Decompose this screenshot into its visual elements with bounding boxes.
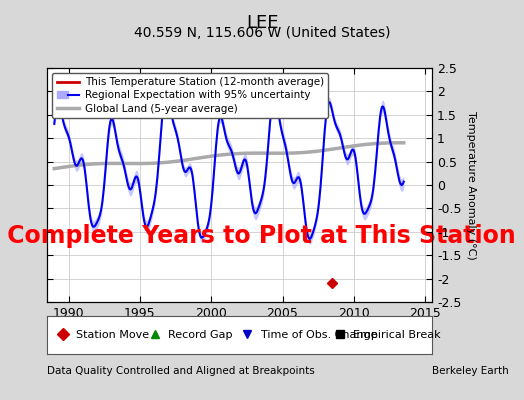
Text: 40.559 N, 115.606 W (United States): 40.559 N, 115.606 W (United States) <box>134 26 390 40</box>
Legend: This Temperature Station (12-month average), Regional Expectation with 95% uncer: This Temperature Station (12-month avera… <box>52 73 328 118</box>
Text: LEE: LEE <box>246 14 278 32</box>
Text: Berkeley Earth: Berkeley Earth <box>432 366 509 376</box>
Y-axis label: Temperature Anomaly (°C): Temperature Anomaly (°C) <box>465 111 476 259</box>
Text: No Complete Years to Plot at This Station: No Complete Years to Plot at This Statio… <box>0 224 516 248</box>
Text: Data Quality Controlled and Aligned at Breakpoints: Data Quality Controlled and Aligned at B… <box>47 366 315 376</box>
Text: Station Move: Station Move <box>76 330 149 340</box>
Text: Empirical Break: Empirical Break <box>353 330 441 340</box>
Text: Time of Obs. Change: Time of Obs. Change <box>261 330 377 340</box>
Text: Record Gap: Record Gap <box>169 330 233 340</box>
